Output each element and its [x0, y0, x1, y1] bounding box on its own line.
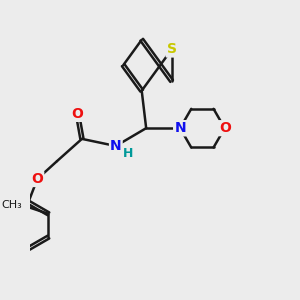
Text: N: N: [110, 139, 122, 153]
Text: CH₃: CH₃: [1, 200, 22, 210]
Text: N: N: [174, 121, 186, 135]
Text: O: O: [219, 121, 231, 135]
Text: O: O: [32, 172, 43, 186]
Text: H: H: [123, 147, 134, 160]
Text: N: N: [174, 121, 186, 135]
Text: S: S: [167, 43, 177, 56]
Text: O: O: [71, 107, 83, 121]
